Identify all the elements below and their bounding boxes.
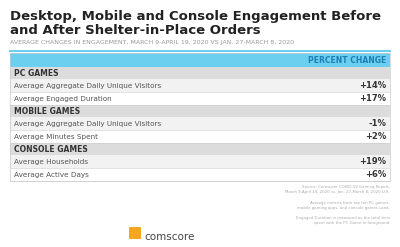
Text: Average Aggregate Daily Unique Visitors: Average Aggregate Daily Unique Visitors: [14, 82, 161, 88]
Text: Average Minutes Spent: Average Minutes Spent: [14, 133, 98, 140]
Text: Average Active Days: Average Active Days: [14, 171, 89, 178]
Bar: [10, 53, 390, 181]
Text: AVERAGE CHANGES IN ENGAGEMENT, MARCH 9-APRIL 19, 2020 VS JAN. 27-MARCH 8, 2020: AVERAGE CHANGES IN ENGAGEMENT, MARCH 9-A…: [10, 40, 294, 45]
Bar: [10, 168, 390, 181]
Text: Desktop, Mobile and Console Engagement Before: Desktop, Mobile and Console Engagement B…: [10, 10, 381, 23]
Text: CONSOLE GAMES: CONSOLE GAMES: [14, 144, 88, 153]
Text: +19%: +19%: [359, 157, 386, 166]
Text: Average Aggregate Daily Unique Visitors: Average Aggregate Daily Unique Visitors: [14, 121, 161, 126]
Text: +6%: +6%: [365, 170, 386, 179]
Text: PERCENT CHANGE: PERCENT CHANGE: [308, 56, 386, 64]
Text: Average Households: Average Households: [14, 159, 88, 165]
Bar: [10, 92, 390, 105]
Bar: [10, 117, 390, 130]
Text: and After Shelter-in-Place Orders: and After Shelter-in-Place Orders: [10, 24, 261, 37]
Text: Source: Comscore COVID-19 Gaming Report,
March 9-April 19, 2020 vs. Jan. 27-Marc: Source: Comscore COVID-19 Gaming Report,…: [285, 185, 390, 226]
FancyBboxPatch shape: [129, 227, 141, 239]
Bar: [10, 143, 390, 155]
Bar: [10, 53, 390, 67]
Text: +17%: +17%: [359, 94, 386, 103]
Text: comscore: comscore: [144, 232, 194, 242]
Bar: [10, 155, 390, 168]
Text: Average Engaged Duration: Average Engaged Duration: [14, 96, 112, 102]
Text: PC GAMES: PC GAMES: [14, 68, 58, 78]
Text: MOBILE GAMES: MOBILE GAMES: [14, 106, 80, 116]
Bar: [10, 130, 390, 143]
Bar: [10, 105, 390, 117]
Text: +2%: +2%: [365, 132, 386, 141]
Bar: [10, 67, 390, 79]
Text: +14%: +14%: [359, 81, 386, 90]
Bar: [10, 79, 390, 92]
Text: -1%: -1%: [368, 119, 386, 128]
